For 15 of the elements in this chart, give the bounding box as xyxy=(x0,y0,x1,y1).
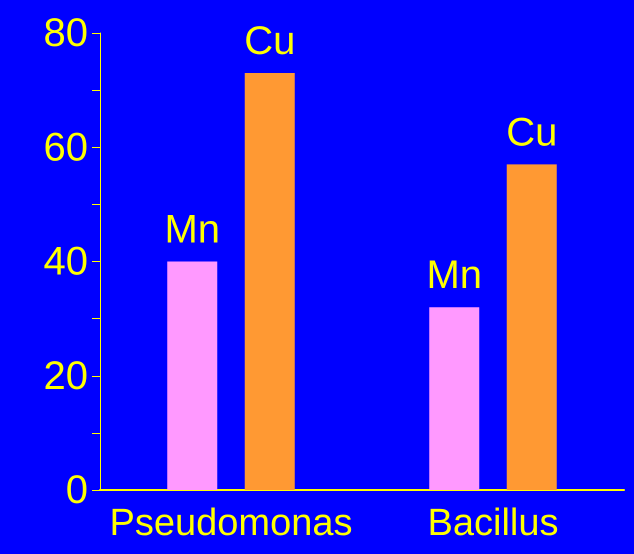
y-tick-label: 60 xyxy=(44,125,88,170)
series-label: Mn xyxy=(164,208,220,252)
bar xyxy=(244,72,295,490)
text: Cu xyxy=(506,110,558,154)
series-label: Cu xyxy=(244,18,296,63)
y-tick-label: 80 xyxy=(44,11,88,55)
x-tick-label: Bacillus xyxy=(428,502,558,544)
y-tick-label: 40 xyxy=(44,240,88,284)
y-tick-label: 0 xyxy=(66,468,88,512)
bar xyxy=(167,262,218,490)
text: Mn xyxy=(426,253,482,298)
bar xyxy=(506,164,557,490)
bar xyxy=(429,307,480,490)
x-tick-label: Pseudomonas xyxy=(110,502,352,544)
y-tick-label: 20 xyxy=(44,354,88,398)
